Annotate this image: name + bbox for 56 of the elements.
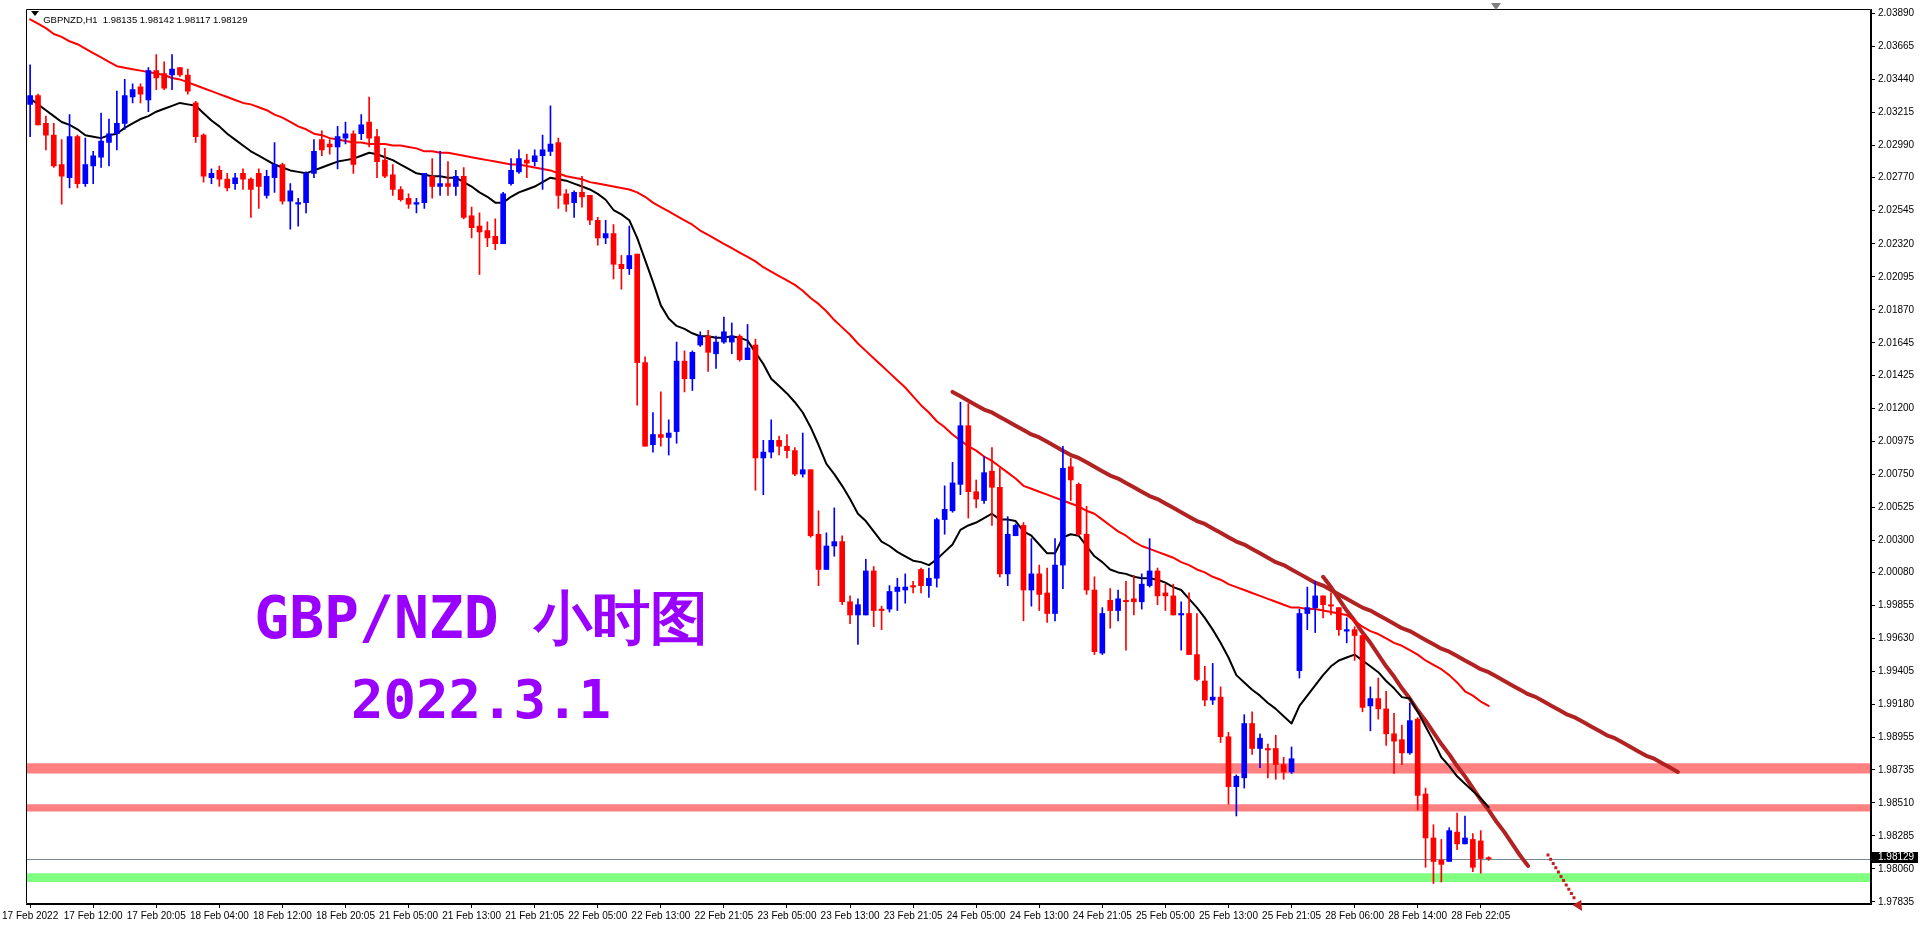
x-tick-label: 28 Feb 22:05 [1451,909,1511,921]
y-tick-label: 1.99180 [1878,698,1915,710]
x-tick-label: 28 Feb 06:00 [1325,909,1385,921]
y-tick-label: 2.02545 [1878,204,1915,216]
x-tick-label: 28 Feb 14:00 [1388,909,1448,921]
x-tick-label: 25 Feb 05:00 [1135,909,1196,921]
annotation: GBPNZD,H1 1.98135 1.98142 1.98117 1.98129 [43,13,248,25]
x-tick-label: 17 Feb 20:05 [126,909,187,921]
y-tick-label: 2.00080 [1878,566,1915,578]
x-tick-label: 22 Feb 05:00 [568,909,628,921]
y-tick-label: 1.97835 [1878,895,1915,907]
y-tick-label: 2.03890 [1878,7,1915,19]
x-tick-label: 21 Feb 13:00 [442,909,502,921]
x-tick-label: 25 Feb 13:00 [1199,909,1259,921]
x-tick-label: 24 Feb 21:05 [1072,909,1133,921]
x-tick-label: 18 Feb 12:00 [252,909,313,921]
text: 2022.3.1 [350,668,611,732]
x-tick-label: 22 Feb 13:00 [631,909,691,921]
y-tick-label: 1.98285 [1878,829,1915,841]
ref-line-label: 1.98129 [1878,851,1915,863]
y-tick-label: 1.98955 [1878,731,1915,743]
y-tick-label: 2.02770 [1878,171,1915,183]
y-tick-label: 2.01870 [1878,303,1915,315]
y-tick-label: 1.98510 [1878,796,1915,808]
y-tick-label: 2.03665 [1878,40,1915,52]
x-tick-label: 18 Feb 04:00 [189,909,250,921]
x-tick-label: 17 Feb 12:00 [63,909,124,921]
y-tick-label: 1.98060 [1878,862,1915,874]
y-tick-label: 2.03215 [1878,106,1915,118]
x-tick-label: 21 Feb 05:00 [379,909,439,921]
x-tick-label: 23 Feb 13:00 [820,909,880,921]
x-tick-label: 23 Feb 21:05 [883,909,944,921]
y-tick-label: 2.00300 [1878,533,1915,545]
y-tick-label: 2.00525 [1878,500,1915,512]
y-tick-label: 1.99405 [1878,665,1915,677]
x-tick-label: 17 Feb 2022 [2,909,59,921]
y-tick-label: 2.02990 [1878,139,1915,151]
x-tick-label: 18 Feb 20:05 [316,909,376,921]
y-tick-label: 2.00750 [1878,467,1915,479]
text: GBP/NZD 小时图 [254,584,708,653]
y-tick-label: 1.99630 [1878,632,1915,644]
y-tick-label: 1.99855 [1878,599,1915,611]
x-tick-label: 25 Feb 21:05 [1262,909,1322,921]
y-tick-label: 2.02095 [1878,270,1915,282]
x-tick-label: 24 Feb 13:00 [1009,909,1070,921]
y-tick-label: 1.98735 [1878,763,1915,775]
x-tick-label: 24 Feb 05:00 [946,909,1007,921]
x-tick-label: 23 Feb 05:00 [757,909,817,921]
y-tick-label: 2.01645 [1878,336,1915,348]
x-tick-label: 21 Feb 21:05 [505,909,565,921]
y-tick-label: 2.03440 [1878,73,1915,85]
y-tick-label: 2.02320 [1878,237,1915,249]
y-tick-label: 2.01425 [1878,368,1915,380]
y-tick-label: 2.00975 [1878,434,1915,446]
y-tick-label: 2.01200 [1878,401,1915,413]
x-tick-label: 22 Feb 21:05 [694,909,754,921]
